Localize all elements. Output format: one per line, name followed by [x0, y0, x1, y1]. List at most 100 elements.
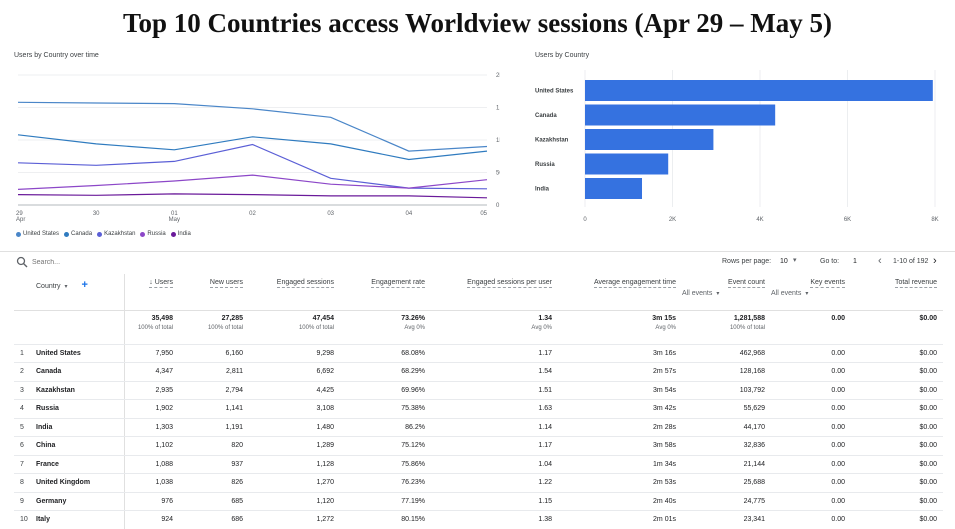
table-row[interactable]: 1 United States 7,950 6,160 9,298 68.08% 1.17 3… — [14, 344, 943, 363]
table-cell: 1,272 — [249, 510, 340, 529]
line-series-united-states[interactable] — [17, 101, 488, 152]
legend-dot-icon — [16, 231, 21, 237]
legend-label: Russia — [147, 231, 166, 237]
table-cell: 68.29% — [340, 362, 431, 382]
country-cell[interactable]: Canada — [36, 362, 125, 382]
table-cell: 2m 01s — [558, 510, 682, 529]
table-cell: 1,128 — [249, 455, 340, 474]
index-header — [14, 274, 36, 311]
legend-item[interactable]: Canada — [64, 231, 92, 237]
legend-item[interactable]: United States — [16, 231, 59, 237]
rows-per-page-select[interactable]: 10 — [780, 258, 788, 265]
total-event-count: 1,281,588 100% of total — [682, 310, 771, 345]
bar-india[interactable] — [585, 178, 643, 199]
country-cell[interactable]: United States — [36, 344, 125, 363]
bar-chart-category-label: United States — [535, 89, 574, 95]
legend-dot-icon — [170, 231, 176, 237]
line-chart-x-tick: 01 — [171, 211, 178, 217]
table-cell: 0.00 — [771, 492, 851, 511]
engaged-per-user-header[interactable]: Engaged sessions per user — [431, 274, 558, 311]
bar-russia[interactable] — [585, 153, 669, 175]
new-users-header[interactable]: New users — [179, 274, 249, 311]
bar-chart-category-label: Russia — [535, 162, 555, 168]
country-cell[interactable]: Kazakhstan — [36, 381, 125, 400]
table-cell: $0.00 — [851, 381, 943, 400]
table-row[interactable]: 8 United Kingdom 1,038 826 1,270 76.23% 1.22 2m… — [14, 473, 943, 493]
table-row[interactable]: 3 Kazakhstan 2,935 2,794 4,425 69.96% 1.51 3m 5… — [14, 381, 943, 400]
line-series-russia[interactable] — [17, 174, 488, 190]
table-cell: 2,794 — [179, 381, 249, 400]
search-input[interactable] — [32, 257, 232, 268]
table-cell: 1 — [14, 344, 36, 363]
legend-item[interactable]: Kazakhstan — [97, 231, 135, 237]
table-cell: 820 — [179, 436, 249, 456]
line-series-canada[interactable] — [17, 134, 488, 161]
table-row[interactable]: 2 Canada 4,347 2,811 6,692 68.29% 1.54 2m 57s 12… — [14, 362, 943, 382]
table-cell: 0.00 — [771, 436, 851, 456]
country-cell[interactable]: India — [36, 418, 125, 437]
country-cell[interactable]: United Kingdom — [36, 473, 125, 493]
country-cell[interactable]: China — [36, 436, 125, 456]
event-count-header[interactable]: Event count All events ▾ — [682, 274, 771, 311]
country-cell[interactable]: France — [36, 455, 125, 474]
table-row[interactable]: 5 India 1,303 1,191 1,480 86.2% 1.14 2m 28s 44,1… — [14, 418, 943, 437]
table-cell: 1,270 — [249, 473, 340, 493]
previous-page-icon[interactable]: ‹ — [878, 255, 882, 267]
country-cell[interactable]: Germany — [36, 492, 125, 511]
country-cell[interactable]: Russia — [36, 399, 125, 419]
table-cell: 1.63 — [431, 399, 558, 419]
line-series-india[interactable] — [17, 193, 488, 199]
total-revenue-header[interactable]: Total revenue — [851, 274, 943, 311]
page-title: Top 10 Countries access Worldview sessio… — [122, 8, 833, 38]
line-chart-x-tick: 02 — [249, 211, 256, 217]
table-cell: 924 — [124, 510, 179, 529]
table-cell: 2m 57s — [558, 362, 682, 382]
chevron-down-icon[interactable]: ▾ — [805, 291, 809, 297]
table-cell: 0.00 — [771, 381, 851, 400]
add-dimension-icon[interactable]: + — [81, 279, 88, 291]
table-row[interactable]: 4 Russia 1,902 1,141 3,108 75.38% 1.63 3m 42s 55… — [14, 399, 943, 419]
chevron-down-icon[interactable]: ▾ — [716, 291, 720, 297]
table-cell: 2,935 — [124, 381, 179, 400]
table-cell: 10 — [14, 510, 36, 529]
key-events-header[interactable]: Key events All events ▾ — [771, 274, 851, 311]
users-header[interactable]: ↓ Users — [124, 274, 179, 311]
chevron-down-icon[interactable]: ▾ — [793, 257, 797, 264]
table-cell: 1.54 — [431, 362, 558, 382]
pagination-range: 1-10 of 192 — [893, 258, 929, 265]
table-cell: 2m 28s — [558, 418, 682, 437]
country-header[interactable]: Country ▾ + — [36, 274, 125, 311]
table-row[interactable]: 7 France 1,088 937 1,128 75.86% 1.04 1m 34s 21,1… — [14, 455, 943, 474]
engaged-sessions-header[interactable]: Engaged sessions — [249, 274, 340, 311]
country-cell[interactable]: Italy — [36, 510, 125, 529]
table-cell: 6,160 — [179, 344, 249, 363]
table-cell: 1.22 — [431, 473, 558, 493]
table-cell: 23,341 — [682, 510, 771, 529]
table-cell: 3m 16s — [558, 344, 682, 363]
next-page-icon[interactable]: › — [933, 255, 937, 267]
table-cell: $0.00 — [851, 418, 943, 437]
table-cell: 4,425 — [249, 381, 340, 400]
table-cell: 686 — [179, 510, 249, 529]
table-row[interactable]: 6 China 1,102 820 1,289 75.12% 1.17 3m 58s 32,83… — [14, 436, 943, 456]
avg-engagement-time-header[interactable]: Average engagement time — [558, 274, 682, 311]
bar-kazakhstan[interactable] — [585, 129, 714, 150]
goto-input[interactable]: 1 — [853, 258, 857, 265]
bar-chart-x-tick: 8K — [931, 217, 938, 223]
legend-item[interactable]: India — [170, 231, 191, 237]
bar-united-states[interactable] — [585, 80, 933, 101]
rows-per-page-label: Rows per page: — [722, 258, 772, 265]
table-cell: 0.00 — [771, 344, 851, 363]
bar-chart[interactable]: 0 2K 4K 6K 8K United States Canada Kazakhstan Ru… — [535, 62, 955, 232]
search-icon[interactable] — [16, 256, 28, 268]
bar-chart-category-label: India — [535, 187, 550, 193]
legend-item[interactable]: Russia — [140, 231, 166, 237]
caret-down-icon[interactable]: ▾ — [64, 284, 68, 290]
table-row[interactable]: 9 Germany 976 685 1,120 77.19% 1.15 2m 40s 24,77… — [14, 492, 943, 511]
event-count-filter[interactable]: All events — [682, 290, 713, 297]
bar-canada[interactable] — [585, 104, 776, 126]
table-row[interactable]: 10 Italy 924 686 1,272 80.15% 1.38 2m 01s 23,341… — [14, 510, 943, 529]
engagement-rate-header[interactable]: Engagement rate — [340, 274, 431, 311]
key-events-filter[interactable]: All events — [771, 290, 802, 297]
